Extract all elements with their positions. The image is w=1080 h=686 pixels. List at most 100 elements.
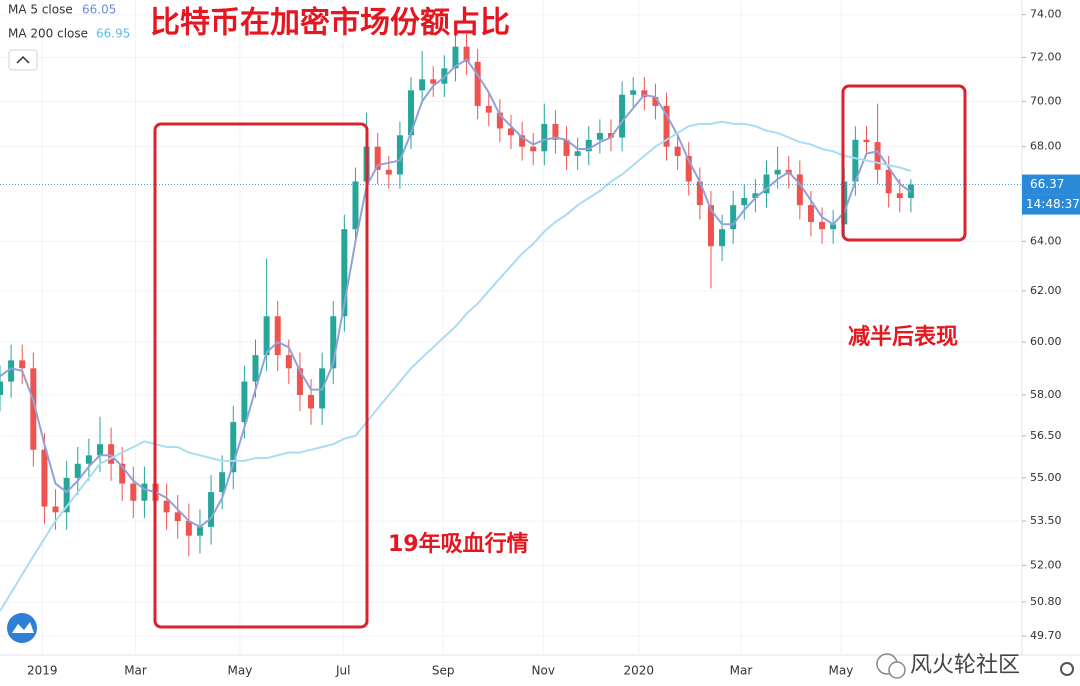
candle-body: [819, 221, 826, 230]
candle-body: [719, 229, 726, 247]
candle-body: [230, 422, 237, 473]
candle-body: [119, 463, 126, 484]
candle-body: [52, 506, 59, 513]
candle-body: [807, 205, 814, 222]
ma-line: [0, 58, 912, 529]
candle-body: [352, 181, 359, 230]
candle-body: [163, 500, 170, 513]
candle-body: [185, 521, 192, 536]
candle-body: [496, 112, 503, 129]
highlight-box: [153, 122, 369, 629]
candle-body: [241, 381, 248, 423]
candle-body: [41, 449, 48, 507]
candle-body: [330, 316, 337, 369]
ma-line: [0, 120, 912, 612]
settings-icon[interactable]: [1060, 662, 1074, 676]
candle-body: [696, 181, 703, 206]
candle-body: [463, 46, 470, 62]
watermark: 风火轮社区: [910, 653, 1020, 678]
candle-body: [830, 224, 837, 230]
watermark-icon: [888, 661, 906, 679]
y-tick-label: 52.00: [1030, 558, 1062, 571]
countdown-box: [1022, 194, 1080, 215]
candle-body: [196, 526, 203, 536]
candle-body: [130, 483, 137, 501]
candle-body: [730, 205, 737, 230]
legend-value: 66.95: [96, 27, 130, 41]
candle-body: [874, 142, 881, 170]
candle-body: [452, 46, 459, 69]
legend-label: MA 5 close: [8, 3, 73, 17]
candle-body: [863, 139, 870, 143]
price-label-box: [1022, 174, 1080, 195]
candle-body: [19, 360, 26, 369]
y-tick-label: 53.50: [1030, 514, 1062, 527]
x-tick-label: 2020: [623, 664, 654, 678]
candle-body: [896, 193, 903, 199]
candle-body: [707, 205, 714, 247]
candle-body: [474, 61, 481, 106]
candle-body: [763, 174, 770, 194]
y-tick-label: 50.80: [1030, 595, 1062, 608]
candle-body: [430, 79, 437, 84]
candle-body: [530, 146, 537, 152]
candle-body: [852, 139, 859, 182]
candle-body: [252, 355, 259, 382]
candle-body: [563, 139, 570, 156]
y-tick-label: 68.00: [1030, 140, 1062, 153]
candle-body: [308, 394, 315, 409]
candle-body: [274, 316, 281, 356]
candle-body: [396, 135, 403, 175]
candle-body: [8, 360, 15, 382]
y-tick-label: 55.00: [1030, 471, 1062, 484]
candle-body: [574, 151, 581, 156]
x-tick-label: Sep: [432, 664, 455, 678]
candle-body: [741, 198, 748, 206]
collapse-icon: [16, 55, 30, 64]
x-tick-label: Nov: [532, 664, 555, 678]
annotation: 19年吸血行情: [388, 531, 529, 557]
overlay: 比特币在加密市场份额占比 19年吸血行情 减半后表现 MA 5 close 66…: [7, 3, 1074, 679]
candle-body: [96, 444, 103, 456]
y-tick-label: 70.00: [1030, 94, 1062, 107]
candle-body: [174, 512, 181, 522]
candle-body: [0, 381, 3, 395]
candle-body: [263, 316, 270, 356]
x-tick-label: Mar: [730, 664, 753, 678]
candle-body: [685, 155, 692, 182]
candle-body: [630, 90, 637, 95]
x-tick-label: 2019: [27, 664, 58, 678]
legend-value: 66.05: [82, 3, 116, 17]
candle-body: [296, 368, 303, 395]
collapse-button[interactable]: [8, 49, 38, 71]
candle-body: [141, 483, 148, 501]
candle-body: [641, 90, 648, 97]
y-tick-label: 72.00: [1030, 50, 1062, 63]
y-tick-label: 56.50: [1030, 429, 1062, 442]
candle-body: [30, 368, 37, 450]
y-tick-label: 60.00: [1030, 335, 1062, 348]
candle-body: [663, 105, 670, 147]
countdown: 14:48:37: [1026, 197, 1080, 211]
candle-body: [219, 472, 226, 493]
legend-label: MA 200 close: [8, 27, 88, 41]
candle-body: [508, 128, 514, 136]
candle-body: [652, 96, 659, 106]
candle-body: [674, 146, 681, 156]
x-tick-label: Mar: [124, 664, 147, 678]
y-tick-label: 49.70: [1030, 629, 1062, 642]
candle-body: [419, 79, 426, 91]
candle-body: [385, 169, 392, 175]
candle-body: [74, 463, 81, 478]
candle-body: [585, 139, 592, 152]
x-tick-label: Jul: [335, 664, 350, 678]
candle-body: [541, 123, 548, 152]
grid: [0, 0, 1026, 655]
candle-body: [596, 132, 603, 140]
candle-body: [552, 123, 559, 140]
candle-body: [752, 193, 759, 199]
candle-body: [485, 105, 492, 113]
y-tick-label: 62.00: [1030, 284, 1062, 297]
candle-body: [108, 444, 115, 464]
